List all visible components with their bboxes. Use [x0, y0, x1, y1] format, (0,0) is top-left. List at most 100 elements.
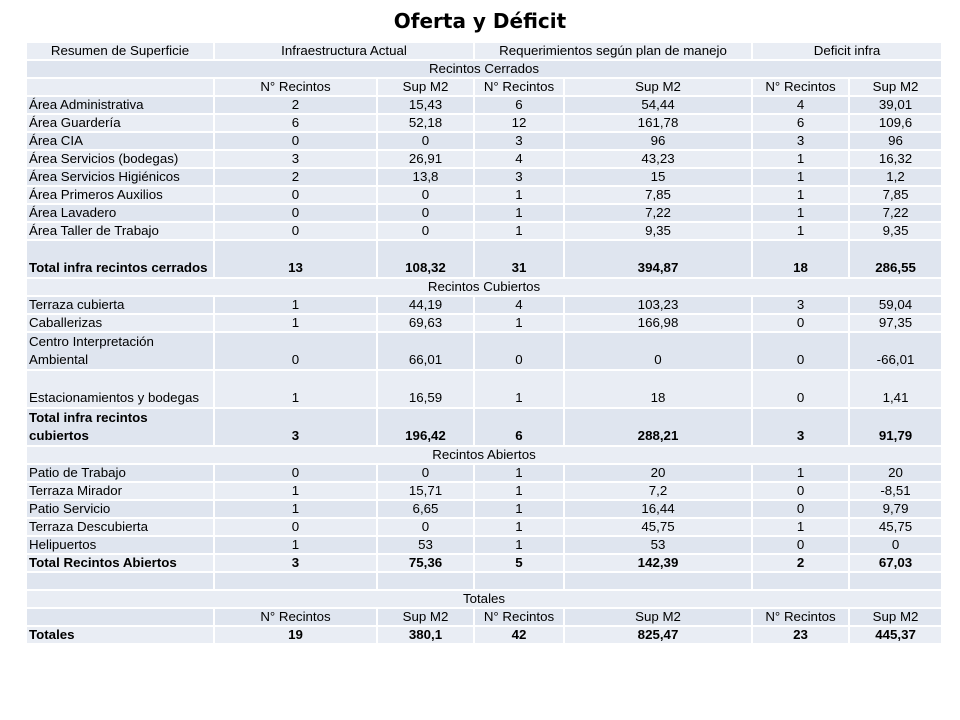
row-label: Centro Interpretación Ambiental — [25, 331, 215, 371]
table-cell: 2 — [213, 95, 378, 115]
page-title: Oferta y Déficit — [393, 9, 567, 33]
section-title: Recintos Cerrados — [24, 59, 944, 79]
row-label: Área Servicios (bodegas) — [25, 149, 215, 169]
table-cell: 3 — [751, 295, 851, 315]
header-cell: Resumen de Superficie — [25, 41, 215, 61]
table-cell: 1 — [473, 185, 565, 205]
table-cell: 44,19 — [376, 295, 475, 315]
table-cell: 20 — [562, 463, 754, 483]
table-cell: 0 — [751, 369, 851, 409]
empty-cell — [25, 571, 215, 591]
table-cell: 1 — [473, 463, 565, 483]
table-cell: 103,23 — [562, 295, 754, 315]
table-cell: 53 — [562, 535, 754, 555]
empty-cell — [213, 571, 378, 591]
table-cell: 7,22 — [848, 203, 944, 223]
row-label: Terraza Descubierta — [25, 517, 215, 537]
table-cell: 0 — [376, 185, 475, 205]
table-cell: 45,75 — [848, 517, 944, 537]
table-cell: 15 — [562, 167, 754, 187]
table-row: Terraza Mirador 1 15,71 1 7,2 0 -8,51 — [25, 481, 944, 501]
table-cell: 3 — [213, 149, 378, 169]
table-cell: 1 — [473, 535, 565, 555]
subheader-cell: N° Recintos — [751, 607, 851, 627]
subheader-cell: N° Recintos — [473, 77, 565, 97]
row-label: Área Primeros Auxilios — [25, 185, 215, 205]
table-cell: 380,1 — [376, 625, 475, 645]
table-cell: 0 — [213, 463, 378, 483]
section-row: Totales — [24, 589, 944, 609]
total-row: Total infra recintos cerrados 13 108,32 31 3… — [25, 239, 944, 279]
table-cell: 825,47 — [562, 625, 754, 645]
table-body: Resumen de Superficie Infraestructura Ac… — [24, 41, 944, 645]
table-cell: 53 — [376, 535, 475, 555]
table-cell: 7,85 — [848, 185, 944, 205]
table-row: Área Servicios (bodegas) 3 26,91 4 43,23 1 16,… — [25, 149, 944, 169]
subheader-cell: Sup M2 — [562, 77, 754, 97]
subheader-cell: Sup M2 — [848, 607, 944, 627]
table-cell: 1 — [213, 295, 378, 315]
table-cell: 1 — [751, 167, 851, 187]
table-cell: 13 — [213, 239, 378, 279]
table-cell: 42 — [473, 625, 565, 645]
subheader-cell: N° Recintos — [213, 77, 378, 97]
row-label: Patio Servicio — [25, 499, 215, 519]
table-cell: -8,51 — [848, 481, 944, 501]
table-cell: 142,39 — [562, 553, 754, 573]
table-row: Terraza cubierta 1 44,19 4 103,23 3 59,04 — [25, 295, 944, 315]
table-cell: 394,87 — [562, 239, 754, 279]
table-cell: 0 — [213, 185, 378, 205]
row-label: Total infra recintos cerrados — [25, 239, 215, 279]
row-label: Total infra recintos cubiertos — [25, 407, 215, 447]
table-cell: 288,21 — [562, 407, 754, 447]
table-cell: 3 — [751, 131, 851, 151]
table-cell: 1 — [473, 499, 565, 519]
table-cell: 1 — [473, 517, 565, 537]
table-cell: 0 — [751, 331, 851, 371]
empty-cell — [25, 607, 215, 627]
table-row: Estacionamientos y bodegas 1 16,59 1 18 0 1,41 — [25, 369, 944, 409]
table-cell: 6 — [213, 113, 378, 133]
table-cell: 4 — [473, 295, 565, 315]
subheader-row: N° Recintos Sup M2 N° Recintos Sup M2 N°… — [25, 77, 944, 97]
table-cell: 15,43 — [376, 95, 475, 115]
table-row: Área Primeros Auxilios 0 0 1 7,85 1 7,85 — [25, 185, 944, 205]
table-cell: 1 — [213, 481, 378, 501]
table-cell: 0 — [213, 203, 378, 223]
row-label: Total Recintos Abiertos — [25, 553, 215, 573]
table-cell: 161,78 — [562, 113, 754, 133]
table-cell: 45,75 — [562, 517, 754, 537]
table-cell: 67,03 — [848, 553, 944, 573]
spacer-row — [25, 571, 944, 591]
total-row: Total Recintos Abiertos 3 75,36 5 142,39 2 67,… — [25, 553, 944, 573]
table-cell: 19 — [213, 625, 378, 645]
table-cell: 3 — [213, 407, 378, 447]
table-row: Área Administrativa 2 15,43 6 54,44 4 39,01 — [25, 95, 944, 115]
table-cell: 66,01 — [376, 331, 475, 371]
empty-cell — [25, 77, 215, 97]
table-cell: 91,79 — [848, 407, 944, 447]
section-title: Recintos Cubiertos — [24, 277, 944, 297]
table-cell: 59,04 — [848, 295, 944, 315]
table-cell: 6 — [473, 407, 565, 447]
subheader-cell: Sup M2 — [848, 77, 944, 97]
table-cell: 4 — [473, 149, 565, 169]
table-cell: 39,01 — [848, 95, 944, 115]
table-cell: 23 — [751, 625, 851, 645]
table-row: Patio de Trabajo 0 0 1 20 1 20 — [25, 463, 944, 483]
table-cell: 0 — [213, 221, 378, 241]
subheader-cell: Sup M2 — [376, 607, 475, 627]
table-cell: 26,91 — [376, 149, 475, 169]
table-cell: 16,32 — [848, 149, 944, 169]
table-cell: 0 — [213, 517, 378, 537]
table-cell: 1 — [473, 221, 565, 241]
table-cell: 18 — [751, 239, 851, 279]
table-cell: 69,63 — [376, 313, 475, 333]
table-cell: 1,41 — [848, 369, 944, 409]
table-cell: 31 — [473, 239, 565, 279]
table-row: Terraza Descubierta 0 0 1 45,75 1 45,75 — [25, 517, 944, 537]
table-row: Área Servicios Higiénicos 2 13,8 3 15 1 1,2 — [25, 167, 944, 187]
section-row: Recintos Abiertos — [24, 445, 944, 465]
row-label: Terraza Mirador — [25, 481, 215, 501]
